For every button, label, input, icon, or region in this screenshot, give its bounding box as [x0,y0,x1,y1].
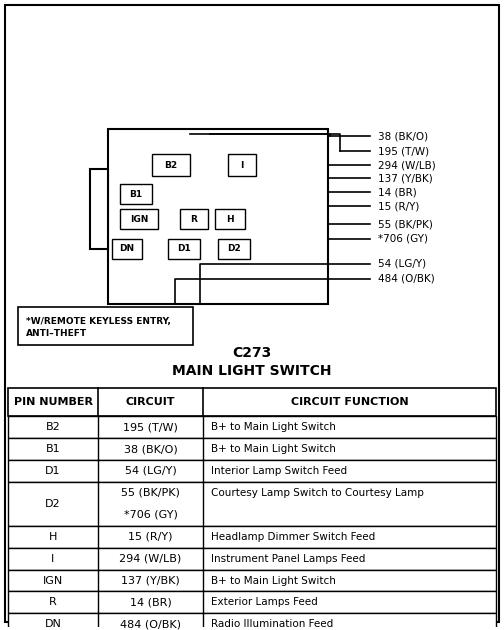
Text: H: H [49,532,57,542]
Text: Instrument Panel Lamps Feed: Instrument Panel Lamps Feed [211,554,365,564]
Text: DN: DN [119,244,135,253]
Text: 137 (Y/BK): 137 (Y/BK) [121,576,180,585]
Bar [108,129,328,304]
Text: B+ to Main Light Switch: B+ to Main Light Switch [211,576,336,585]
Bar [8,482,496,526]
Text: Interior Lamp Switch Feed: Interior Lamp Switch Feed [211,466,347,476]
Text: 294 (W/LB): 294 (W/LB) [378,160,436,170]
Text: CIRCUIT: CIRCUIT [126,398,175,407]
Text: D2: D2 [227,244,241,253]
Text: IGN: IGN [130,215,148,224]
Text: Exterior Lamps Feed: Exterior Lamps Feed [211,597,318,607]
Bar [168,239,200,259]
Bar [8,547,496,570]
Text: 15 (R/Y): 15 (R/Y) [128,532,173,542]
Bar [152,154,190,176]
Text: MAIN LIGHT SWITCH: MAIN LIGHT SWITCH [172,364,332,379]
Bar [228,154,256,176]
Bar [8,460,496,482]
Text: DN: DN [44,619,61,629]
Bar [8,526,496,547]
Text: *706 (GY): *706 (GY) [378,234,428,244]
Text: 484 (O/BK): 484 (O/BK) [378,274,435,284]
Bar [120,209,158,229]
Text: B2: B2 [164,161,177,170]
Text: 55 (BK/PK): 55 (BK/PK) [121,488,180,498]
Text: 195 (T/W): 195 (T/W) [123,422,178,432]
Bar [8,614,496,630]
Text: Courtesy Lamp Switch to Courtesy Lamp: Courtesy Lamp Switch to Courtesy Lamp [211,488,424,498]
Bar [218,239,250,259]
Text: R: R [191,215,198,224]
Text: 38 (BK/O): 38 (BK/O) [123,444,177,454]
Text: 15 (R/Y): 15 (R/Y) [378,201,419,211]
Text: R: R [49,597,57,607]
Text: IGN: IGN [43,576,63,585]
Text: Headlamp Dimmer Switch Feed: Headlamp Dimmer Switch Feed [211,532,375,542]
Text: 38 (BK/O): 38 (BK/O) [378,132,428,141]
Text: CIRCUIT FUNCTION: CIRCUIT FUNCTION [291,398,408,407]
Text: H: H [226,215,234,224]
Text: D1: D1 [177,244,191,253]
Text: I: I [51,554,54,564]
Text: I: I [240,161,244,170]
Bar [120,184,152,204]
Text: *W/REMOTE KEYLESS ENTRY,
ANTI–THEFT: *W/REMOTE KEYLESS ENTRY, ANTI–THEFT [26,317,171,338]
Text: B1: B1 [46,444,60,454]
Bar [8,570,496,592]
Bar [215,209,245,229]
Text: 54 (LG/Y): 54 (LG/Y) [378,259,426,269]
Text: B2: B2 [46,422,60,432]
Text: 14 (BR): 14 (BR) [130,597,171,607]
Bar [90,169,108,249]
Text: 195 (T/W): 195 (T/W) [378,146,429,156]
Bar [18,307,193,345]
Text: 294 (W/LB): 294 (W/LB) [119,554,181,564]
Text: 55 (BK/PK): 55 (BK/PK) [378,219,433,229]
Text: 137 (Y/BK): 137 (Y/BK) [378,173,433,183]
Text: *706 (GY): *706 (GY) [123,510,177,520]
Bar [112,239,142,259]
Text: 484 (O/BK): 484 (O/BK) [120,619,181,629]
Bar [180,209,208,229]
Text: C273: C273 [232,346,272,360]
Bar [8,592,496,614]
Text: B+ to Main Light Switch: B+ to Main Light Switch [211,422,336,432]
Bar [8,438,496,460]
Bar [8,416,496,438]
Text: B+ to Main Light Switch: B+ to Main Light Switch [211,444,336,454]
Text: D1: D1 [45,466,61,476]
Text: PIN NUMBER: PIN NUMBER [14,398,93,407]
Text: D2: D2 [45,499,61,509]
Text: Radio Illumination Feed: Radio Illumination Feed [211,619,333,629]
Text: 14 (BR): 14 (BR) [378,187,417,197]
Text: 54 (LG/Y): 54 (LG/Y) [124,466,176,476]
Bar [8,388,496,416]
Text: B1: B1 [130,190,143,198]
